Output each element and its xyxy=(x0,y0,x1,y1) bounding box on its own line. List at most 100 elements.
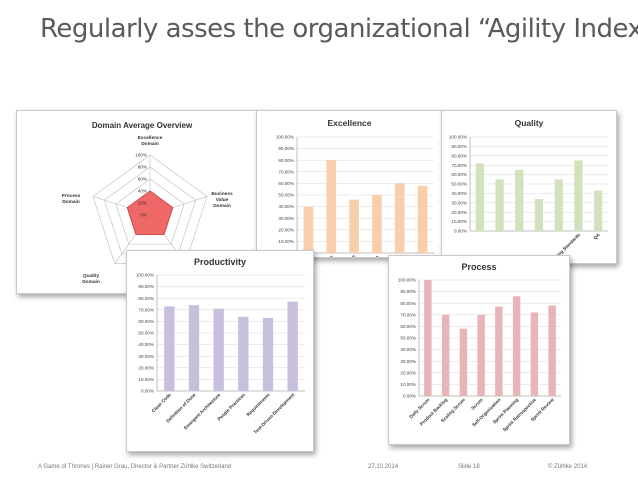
process-chart-canvas: Process 0.00% 10.00% 20.00% 30.00% 40.00% 50.0… xyxy=(398,262,561,433)
radar-axis-label: Quality xyxy=(83,273,100,279)
quality-bar xyxy=(515,169,524,231)
process-y-tick-label: 30.00% xyxy=(400,359,416,364)
productivity-y-tick-label: 30.00% xyxy=(138,354,154,359)
process-bar xyxy=(477,314,485,396)
excellence-chart-title: Excellence xyxy=(328,118,372,128)
productivity-bar xyxy=(287,301,298,391)
process-chart-title: Process xyxy=(461,262,496,272)
productivity-y-tick-label: 70.00% xyxy=(138,307,154,312)
quality-y-tick-label: 80.00% xyxy=(451,153,467,158)
process-category-label: Sprint Retrospective xyxy=(502,397,538,433)
radar-tick-label: 100% xyxy=(135,153,147,158)
productivity-chart-title: Productivity xyxy=(194,257,246,267)
footer-presenter: A Game of Thrones | Rainer Grau, Directo… xyxy=(38,464,232,470)
excellence-category-label: HR xyxy=(349,254,358,257)
process-y-tick-label: 100.00% xyxy=(398,278,416,283)
excellence-bar xyxy=(394,183,405,253)
radar-axis-label: Excellence xyxy=(138,135,163,141)
excellence-y-tick-label: 100.00% xyxy=(276,135,294,140)
productivity-category-label: Test-Driven-Development xyxy=(253,392,296,435)
process-bar xyxy=(512,296,521,396)
radar-tick-label: 20% xyxy=(138,201,147,206)
quality-y-tick-label: 70.00% xyxy=(451,163,467,168)
productivity-y-tick-label: 100.00% xyxy=(136,273,154,278)
process-bar xyxy=(495,306,503,396)
productivity-category-label: Clean Code xyxy=(151,392,173,414)
productivity-bar xyxy=(188,305,200,391)
productivity-y-tick-label: 60.00% xyxy=(138,319,154,324)
excellence-bar xyxy=(303,206,314,253)
quality-bar xyxy=(534,199,544,231)
quality-y-tick-label: 50.00% xyxy=(451,182,467,187)
quality-y-tick-label: 20.00% xyxy=(451,210,467,215)
excellence-category-label: Culture xyxy=(319,254,334,257)
excellence-chart-canvas: Excellence0.00%10.00%20.00%30.00%40.00%5… xyxy=(276,118,434,257)
radar-axis-label: Domain xyxy=(82,279,100,285)
productivity-y-tick-label: 40.00% xyxy=(138,342,154,347)
radar-chart-title: Domain Average Overview xyxy=(92,121,193,130)
productivity-bar xyxy=(164,306,175,391)
excellence-y-tick-label: 10.00% xyxy=(278,239,294,244)
quality-bar xyxy=(495,179,504,231)
quality-y-tick-label: 90.00% xyxy=(451,144,467,149)
process-bar xyxy=(530,312,539,396)
process-y-tick-label: 90.00% xyxy=(400,289,416,294)
excellence-y-tick-label: 70.00% xyxy=(278,169,294,174)
productivity-bar xyxy=(238,316,249,391)
excellence-bar xyxy=(349,199,359,253)
quality-bar xyxy=(475,163,484,231)
process-y-tick-label: 10.00% xyxy=(400,382,416,387)
excellence-category-label: Lean xyxy=(368,254,379,257)
excellence-bar xyxy=(372,195,382,253)
radar-data-area xyxy=(126,190,174,235)
process-bar xyxy=(548,305,556,396)
radar-tick-label: 80% xyxy=(138,165,147,170)
productivity-y-tick-label: 90.00% xyxy=(138,284,154,289)
excellence-y-tick-label: 30.00% xyxy=(278,216,294,221)
process-y-tick-label: 70.00% xyxy=(400,312,416,317)
excellence-bar-chart: Excellence0.00%10.00%20.00%30.00%40.00%5… xyxy=(256,110,443,258)
productivity-bar xyxy=(213,308,224,391)
quality-category-label: QA xyxy=(592,232,601,241)
footer-slide-number: Slide 18 xyxy=(458,464,480,470)
productivity-category-label: People Practices xyxy=(216,392,246,422)
productivity-y-tick-label: 80.00% xyxy=(138,296,154,301)
process-bar xyxy=(424,280,432,396)
process-bar xyxy=(459,328,468,396)
productivity-chart-canvas: Productivity 0.00% 10.00% 20.00% 30.00% 40.00… xyxy=(136,257,305,435)
quality-y-tick-label: 0.00% xyxy=(454,229,467,234)
excellence-y-tick-label: 60.00% xyxy=(278,181,294,186)
radar-tick-label: 40% xyxy=(138,189,147,194)
radar-axis-label: Business xyxy=(211,191,233,197)
quality-y-tick-label: 30.00% xyxy=(451,200,467,205)
radar-axis-label: Domain xyxy=(213,203,231,209)
quality-y-tick-label: 10.00% xyxy=(451,219,467,224)
quality-bar xyxy=(554,179,563,231)
quality-chart-title: Quality xyxy=(515,118,544,128)
excellence-y-tick-label: 20.00% xyxy=(278,227,294,232)
radar-axis-label: Domain xyxy=(141,141,159,147)
quality-chart-canvas: Quality 0.00% 10.00% 20.00% 30.00% 40.00% 50.0… xyxy=(449,118,608,258)
quality-bar xyxy=(594,190,603,231)
excellence-bar xyxy=(326,160,337,253)
radar-grid-ring xyxy=(115,178,185,245)
excellence-bar xyxy=(417,185,428,253)
footer-copyright: © Zühlke 2014 xyxy=(548,464,588,470)
productivity-y-tick-label: 10.00% xyxy=(138,377,154,382)
productivity-bar xyxy=(262,317,274,391)
process-bar xyxy=(441,314,450,396)
process-y-tick-label: 80.00% xyxy=(400,301,416,306)
excellence-y-tick-label: 80.00% xyxy=(278,158,294,163)
quality-bar xyxy=(574,160,583,231)
productivity-y-tick-label: 50.00% xyxy=(138,331,154,336)
excellence-y-tick-label: 90.00% xyxy=(278,146,294,151)
productivity-category-label: Requirements xyxy=(246,392,272,418)
productivity-y-tick-label: 20.00% xyxy=(138,365,154,370)
productivity-y-tick-label: 0.00% xyxy=(141,389,154,394)
quality-y-tick-label: 40.00% xyxy=(451,191,467,196)
footer-date: 27.10.2014 xyxy=(368,464,399,470)
excellence-y-tick-label: 40.00% xyxy=(278,204,294,209)
quality-category-label: ing Standards xyxy=(556,232,582,258)
quality-y-tick-label: 60.00% xyxy=(451,172,467,177)
radar-tick-label: 60% xyxy=(138,177,147,182)
